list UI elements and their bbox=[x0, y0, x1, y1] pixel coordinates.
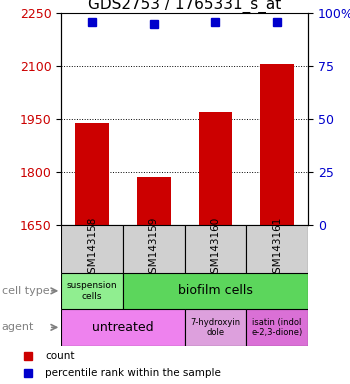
Text: 7-hydroxyin
dole: 7-hydroxyin dole bbox=[190, 318, 240, 337]
Text: cell type: cell type bbox=[2, 286, 49, 296]
Bar bbox=[75, 122, 109, 225]
Text: agent: agent bbox=[2, 322, 34, 333]
Bar bbox=[246, 225, 308, 273]
Bar bbox=[123, 225, 185, 273]
Text: isatin (indol
e-2,3-dione): isatin (indol e-2,3-dione) bbox=[252, 318, 303, 337]
Title: GDS2753 / 1765331_s_at: GDS2753 / 1765331_s_at bbox=[88, 0, 281, 13]
Bar bbox=[185, 225, 246, 273]
Bar bbox=[246, 309, 308, 346]
Text: percentile rank within the sample: percentile rank within the sample bbox=[45, 368, 221, 378]
Text: suspension
cells: suspension cells bbox=[67, 281, 117, 301]
Bar bbox=[137, 177, 171, 225]
Bar bbox=[61, 309, 185, 346]
Bar bbox=[123, 273, 308, 309]
Bar bbox=[260, 65, 294, 225]
Bar bbox=[198, 112, 232, 225]
Text: GSM143161: GSM143161 bbox=[272, 217, 282, 280]
Text: GSM143159: GSM143159 bbox=[149, 217, 159, 280]
Bar bbox=[61, 225, 123, 273]
Text: count: count bbox=[45, 351, 75, 361]
Text: GSM143160: GSM143160 bbox=[210, 217, 220, 280]
Text: biofilm cells: biofilm cells bbox=[178, 285, 253, 297]
Text: GSM143158: GSM143158 bbox=[87, 217, 97, 280]
Text: untreated: untreated bbox=[92, 321, 154, 334]
Bar bbox=[185, 309, 246, 346]
Bar bbox=[61, 273, 123, 309]
